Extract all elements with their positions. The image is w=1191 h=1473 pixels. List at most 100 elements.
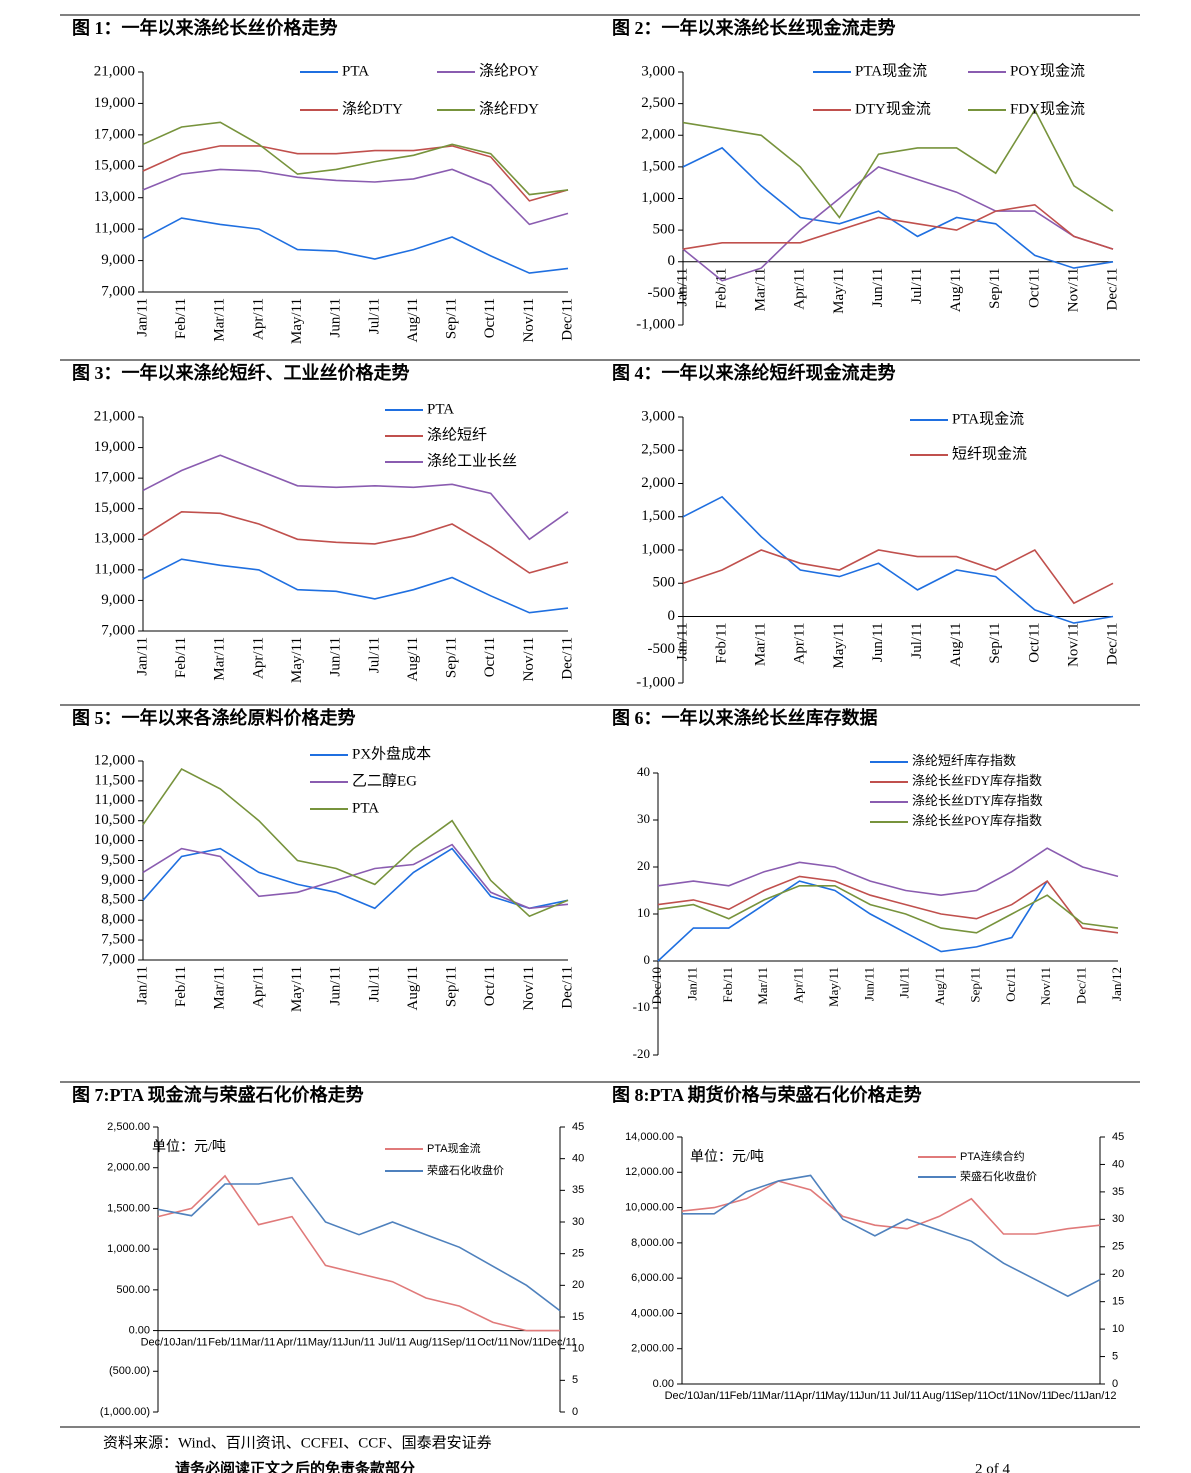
- x-tick-label: Oct/11: [477, 1336, 509, 1348]
- y-tick-label: 7,500: [101, 932, 135, 948]
- y-tick-label: 500: [653, 575, 676, 591]
- x-tick-label: Aug/11: [922, 1390, 956, 1402]
- x-tick-label: Aug/11: [409, 1336, 443, 1348]
- y-tick-label: 9,000: [101, 872, 135, 888]
- y2-tick-label: 15: [572, 1311, 584, 1323]
- y-tick-label: 7,000: [101, 951, 135, 967]
- x-tick-label: May/11: [308, 1336, 343, 1348]
- x-tick-label: Nov/11: [521, 298, 537, 342]
- y2-tick-label: 10: [1112, 1323, 1124, 1335]
- y-tick-label: 17,000: [94, 470, 135, 486]
- y-tick-label: 11,500: [94, 772, 135, 788]
- x-tick-label: Dec/11: [559, 637, 575, 680]
- legend-label: PTA连续合约: [960, 1149, 1025, 1163]
- y-tick-label: 12,000.00: [625, 1166, 674, 1178]
- series-line: [157, 1176, 561, 1312]
- x-tick-label: Feb/11: [714, 268, 730, 309]
- x-tick-label: Jul/11: [366, 637, 382, 673]
- y-tick-label: 10,500: [94, 812, 135, 828]
- x-tick-label: Dec/11: [559, 298, 575, 341]
- x-tick-label: Jul/11: [893, 1390, 922, 1402]
- annotation: 单位：元/吨: [152, 1139, 226, 1155]
- y-tick-label: 2,500: [641, 442, 675, 458]
- x-tick-label: Jan/11: [684, 967, 699, 1000]
- y2-tick-label: 40: [572, 1153, 584, 1165]
- legend-label: PTA: [352, 800, 379, 816]
- x-tick-label: Oct/11: [988, 1390, 1020, 1402]
- y-tick-label: 2,000: [641, 127, 675, 143]
- x-tick-label: Oct/11: [482, 298, 498, 338]
- x-tick-label: Dec/11: [1074, 967, 1089, 1004]
- x-tick-label: May/11: [289, 637, 305, 683]
- x-tick-label: Nov/11: [1065, 623, 1081, 667]
- footer: 请务必阅读正文之后的免责条款部分: [175, 1459, 415, 1473]
- y-tick-label: 8,500: [101, 892, 135, 908]
- x-tick-label: Aug/11: [405, 298, 421, 342]
- y2-tick-label: 15: [1112, 1296, 1124, 1308]
- x-tick-label: Sep/11: [444, 966, 460, 1007]
- y-tick-label: 8,000.00: [631, 1237, 674, 1249]
- legend-label: DTY现金流: [855, 100, 931, 117]
- y-tick-label: 0.00: [653, 1378, 674, 1390]
- y2-tick-label: 5: [1112, 1350, 1118, 1362]
- x-tick-label: Jun/11: [328, 298, 344, 337]
- y2-tick-label: 40: [1112, 1158, 1124, 1170]
- x-tick-label: Jun/11: [870, 268, 886, 307]
- y-tick-label: 13,000: [94, 189, 135, 205]
- series-line: [682, 1174, 1101, 1298]
- y2-tick-label: 30: [1112, 1213, 1124, 1225]
- y2-tick-label: 25: [572, 1248, 584, 1260]
- x-tick-label: Sep/11: [967, 967, 982, 1003]
- x-tick-label: May/11: [826, 967, 841, 1007]
- series-line: [142, 217, 569, 274]
- x-tick-label: Aug/11: [948, 623, 964, 667]
- x-tick-label: Nov/11: [521, 966, 537, 1010]
- x-tick-label: Aug/11: [932, 967, 947, 1006]
- x-tick-label: Aug/11: [405, 966, 421, 1010]
- chart-title: 图 4：一年以来涤纶短纤现金流走势: [612, 362, 896, 383]
- y2-tick-label: 0: [1112, 1378, 1118, 1390]
- y-tick-label: (500.00): [109, 1365, 150, 1377]
- y-tick-label: 21,000: [94, 63, 135, 79]
- x-tick-label: Jun/11: [859, 1390, 891, 1402]
- series-line: [657, 847, 1119, 897]
- series-line: [682, 495, 1114, 624]
- y-tick-label: 2,000: [641, 475, 675, 491]
- x-tick-label: Jun/11: [343, 1336, 375, 1348]
- legend-label: 乙二醇EG: [352, 772, 417, 789]
- y-tick-label: 1,500: [641, 158, 675, 174]
- y-tick-label: 11,000: [94, 792, 135, 808]
- series-line: [157, 1174, 560, 1332]
- y-tick-label: -10: [633, 999, 650, 1014]
- x-tick-label: Jul/11: [378, 1336, 407, 1348]
- x-tick-label: Jul/11: [366, 298, 382, 334]
- y-tick-label: 500.00: [116, 1284, 150, 1296]
- y-tick-label: 15,000: [94, 158, 135, 174]
- x-tick-label: Dec/11: [1104, 623, 1120, 666]
- series-line: [142, 843, 569, 910]
- y-tick-label: 0.00: [129, 1324, 150, 1336]
- y-tick-label: 10,000.00: [625, 1201, 674, 1213]
- y-tick-label: 9,000: [101, 252, 135, 268]
- x-tick-label: May/11: [825, 1390, 860, 1402]
- y-tick-label: 17,000: [94, 126, 135, 142]
- legend-label: 涤纶长丝POY库存指数: [912, 813, 1042, 828]
- series-line: [657, 880, 1048, 962]
- chart-title: 图 5：一年以来各涤纶原料价格走势: [72, 707, 356, 728]
- x-tick-label: Jan/11: [175, 1336, 207, 1348]
- y-tick-label: 1,000: [641, 190, 675, 206]
- y-tick-label: 11,000: [94, 561, 135, 577]
- legend-label: 涤纶短纤库存指数: [912, 753, 1016, 768]
- x-tick-label: Sep/11: [444, 298, 460, 339]
- x-tick-label: Oct/11: [482, 637, 498, 677]
- x-tick-label: Aug/11: [948, 268, 964, 312]
- x-tick-label: Jan/11: [698, 1390, 730, 1402]
- y-tick-label: 11,000: [94, 221, 135, 237]
- x-tick-label: Nov/11: [1038, 967, 1053, 1006]
- x-tick-label: Dec/11: [543, 1336, 577, 1348]
- y-tick-label: 13,000: [94, 531, 135, 547]
- x-tick-label: Mar/11: [212, 298, 228, 342]
- series-line: [142, 510, 569, 574]
- x-tick-label: Jul/11: [897, 967, 912, 998]
